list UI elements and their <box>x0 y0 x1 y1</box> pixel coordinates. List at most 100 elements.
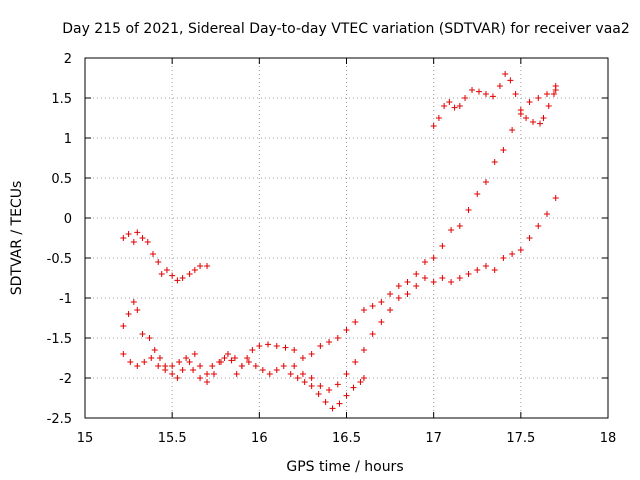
data-point <box>491 267 498 273</box>
data-point <box>421 275 428 281</box>
data-point <box>369 331 376 337</box>
data-point <box>186 359 193 365</box>
data-point <box>537 120 544 127</box>
data-point <box>179 367 186 373</box>
data-point <box>350 384 357 391</box>
x-tick-label: 17 <box>425 431 442 446</box>
data-point <box>144 239 151 245</box>
data-point <box>334 381 341 388</box>
data-point <box>174 375 181 381</box>
data-point <box>489 93 496 100</box>
y-tick-label: 1.5 <box>51 92 72 107</box>
data-point <box>545 103 552 109</box>
data-point <box>134 307 141 313</box>
data-point <box>482 91 489 97</box>
data-point <box>265 341 272 348</box>
data-point <box>474 191 481 197</box>
y-tick-label: -2.5 <box>47 412 72 427</box>
data-point <box>217 359 224 365</box>
x-tick-label: 15.5 <box>158 431 187 446</box>
data-point <box>139 331 146 337</box>
data-point <box>163 267 170 273</box>
data-point <box>158 271 165 277</box>
data-point <box>329 405 336 412</box>
data-point <box>256 343 263 349</box>
data-point <box>456 223 463 229</box>
data-point <box>395 295 402 301</box>
data-point <box>465 207 472 213</box>
data-point <box>535 95 542 101</box>
x-tick-label: 16 <box>251 431 268 446</box>
data-point <box>491 159 498 165</box>
y-axis-label: SDTVAR / TECUs <box>9 181 25 296</box>
data-point <box>291 347 298 353</box>
data-point <box>465 271 472 277</box>
data-point <box>360 347 367 353</box>
data-point <box>151 347 158 353</box>
data-point <box>148 355 155 361</box>
data-point <box>228 357 235 364</box>
data-point <box>120 235 127 241</box>
y-tick-label: -0.5 <box>47 252 72 267</box>
data-point <box>369 303 376 309</box>
data-point <box>149 251 156 257</box>
data-point <box>197 363 204 369</box>
y-tick-label: 0 <box>64 212 72 227</box>
data-point <box>502 71 509 77</box>
data-point <box>552 195 559 201</box>
data-point <box>162 367 169 373</box>
x-tick-label: 18 <box>600 431 617 446</box>
data-point <box>387 291 394 297</box>
data-point <box>139 235 146 241</box>
data-point <box>197 375 204 381</box>
data-point <box>155 259 162 265</box>
data-point <box>482 179 489 185</box>
data-point <box>500 255 507 261</box>
data-point <box>259 367 266 373</box>
data-point <box>387 307 394 313</box>
data-point <box>540 115 547 121</box>
data-point <box>155 363 162 369</box>
data-point <box>526 99 533 105</box>
data-point <box>134 363 141 369</box>
data-point <box>352 359 359 365</box>
data-point <box>482 263 489 269</box>
data-point <box>517 247 524 253</box>
data-point <box>448 227 455 233</box>
grid-lines <box>85 58 608 418</box>
data-point <box>543 91 550 97</box>
data-point <box>294 375 301 381</box>
data-point <box>512 91 519 97</box>
data-point <box>191 351 198 357</box>
data-point <box>430 279 437 285</box>
data-point <box>413 283 420 289</box>
data-point <box>446 99 453 105</box>
x-tick-label: 16.5 <box>332 431 361 446</box>
data-point <box>500 147 507 153</box>
data-point <box>280 363 287 369</box>
data-point <box>474 267 481 273</box>
data-point <box>224 351 231 357</box>
y-tick-label: -2 <box>59 372 72 387</box>
data-point <box>526 235 533 241</box>
data-point <box>301 379 308 385</box>
data-point <box>456 103 463 109</box>
data-point <box>282 344 289 351</box>
data-point <box>317 383 324 389</box>
data-point <box>169 363 176 369</box>
data-point <box>430 255 437 261</box>
data-point <box>439 275 446 281</box>
data-point <box>378 299 385 305</box>
x-tick-label: 15 <box>77 431 94 446</box>
data-point <box>315 391 322 397</box>
data-point <box>190 367 197 373</box>
y-tick-label: -1.5 <box>47 332 72 347</box>
data-point <box>360 307 367 313</box>
data-point <box>252 363 259 369</box>
data-point <box>395 283 402 289</box>
data-point <box>404 279 411 285</box>
data-point <box>120 323 127 329</box>
data-point <box>543 211 550 217</box>
